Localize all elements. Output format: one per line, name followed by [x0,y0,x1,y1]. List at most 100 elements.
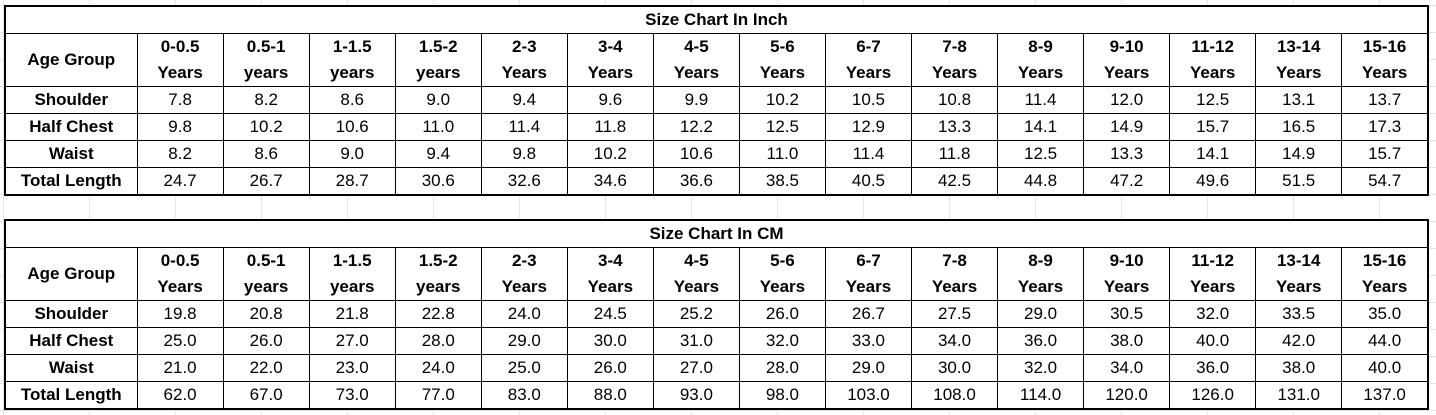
age-column-header: 7-8 Years [910,247,999,301]
age-range-label: 4-5 [684,251,709,270]
age-unit-label: Years [587,63,634,82]
measurement-value: 40.0 [1341,354,1429,382]
table-row: Waist 21.0 22.0 23.0 24.0 25.0 26.0 27.0 28.0 29.… [4,354,1429,382]
age-range-label: 9-10 [1109,251,1144,270]
age-column-header: 3-4 Years [566,33,654,87]
age-range-label: 1.5-2 [418,251,458,270]
measurement-value: 14.9 [1083,113,1171,141]
measurement-value: 9.8 [480,140,568,168]
measurement-value: 11.8 [566,113,654,141]
measurement-value: 36.6 [652,167,740,196]
age-unit-label: Years [501,63,547,82]
table-title: Size Chart In Inch [4,5,1429,34]
measurement-value: 13.7 [1341,86,1429,114]
measurement-value: 11.8 [910,140,999,168]
measurement-value: 38.5 [738,167,826,196]
measurement-value: 32.0 [1169,300,1257,328]
measurement-value: 17.3 [1341,113,1429,141]
measurement-value: 47.2 [1083,167,1171,196]
measurement-value: 42.0 [1255,327,1343,355]
age-unit-label: Years [1276,63,1322,82]
measurement-value: 28.0 [394,327,482,355]
measurement-label: Half Chest [4,327,138,355]
measurement-value: 34.0 [910,327,999,355]
measurement-value: 21.8 [308,300,396,328]
measurement-value: 114.0 [997,381,1085,410]
measurement-value: 67.0 [222,381,310,410]
measurement-value: 54.7 [1341,167,1429,196]
measurement-value: 30.5 [1083,300,1171,328]
age-column-header: 1.5-2 years [394,247,482,301]
age-column-header: 0-0.5 Years [136,247,224,301]
age-range-label: 6-7 [856,37,881,56]
measurement-value: 20.8 [222,300,310,328]
measurement-value: 77.0 [394,381,482,410]
measurement-value: 19.8 [136,300,224,328]
measurement-value: 30.0 [566,327,654,355]
measurement-value: 26.0 [738,300,826,328]
measurement-value: 8.6 [222,140,310,168]
age-unit-label: years [416,63,461,82]
measurement-value: 11.4 [997,86,1085,114]
age-unit-label: Years [1189,63,1236,82]
measurement-label: Waist [4,354,138,382]
measurement-value: 10.6 [652,140,740,168]
age-unit-label: years [329,277,375,296]
measurement-value: 8.6 [308,86,396,114]
age-range-label: 0.5-1 [246,251,286,270]
table-row: Shoulder 7.8 8.2 8.6 9.0 9.4 9.6 9.9 10.2 10.5 10.… [4,86,1429,114]
age-unit-label: years [243,277,289,296]
age-unit-label: years [416,277,461,296]
age-unit-label: Years [1361,63,1408,82]
age-range-label: 8-9 [1028,251,1053,270]
table-title-row: Size Chart In Inch [4,5,1429,34]
measurement-value: 30.6 [394,167,482,196]
measurement-value: 32.0 [738,327,826,355]
age-column-header: 7-8 Years [910,33,999,87]
age-column-header: 15-16 Years [1341,247,1429,301]
age-unit-label: Years [1361,277,1408,296]
table-title-row: Size Chart In CM [4,219,1429,248]
age-range-label: 11-12 [1191,37,1234,56]
age-column-header: 11-12 Years [1169,33,1257,87]
measurement-value: 28.7 [308,167,396,196]
measurement-value: 26.7 [222,167,310,196]
measurement-value: 26.0 [566,354,654,382]
age-column-header: 13-14 Years [1255,33,1343,87]
measurement-value: 11.4 [480,113,568,141]
measurement-value: 42.5 [910,167,999,196]
measurement-value: 35.0 [1341,300,1429,328]
age-unit-label: Years [1276,277,1322,296]
table-row: Waist 8.2 8.6 9.0 9.4 9.8 10.2 10.6 11.0 11.4 11.8… [4,140,1429,168]
age-group-header: Age Group [4,247,138,301]
measurement-value: 30.0 [910,354,999,382]
measurement-value: 73.0 [308,381,396,410]
measurement-value: 51.5 [1255,167,1343,196]
measurement-value: 103.0 [824,381,913,410]
age-column-header: 9-10 Years [1083,33,1171,87]
measurement-value: 9.9 [652,86,740,114]
age-range-label: 0-0.5 [160,251,200,270]
measurement-value: 13.3 [1083,140,1171,168]
measurement-value: 8.2 [222,86,310,114]
measurement-label: Shoulder [4,86,138,114]
measurement-value: 93.0 [652,381,740,410]
measurement-value: 33.5 [1255,300,1343,328]
measurement-value: 24.0 [394,354,482,382]
age-unit-label: Years [157,63,203,82]
measurement-value: 32.0 [997,354,1085,382]
measurement-value: 12.0 [1083,86,1171,114]
measurement-value: 24.7 [136,167,224,196]
measurement-label: Total Length [4,381,138,410]
measurement-value: 8.2 [136,140,224,168]
age-range-label: 13-14 [1276,37,1321,56]
table-row: Total Length 24.7 26.7 28.7 30.6 32.6 34.6 36.6… [4,167,1429,196]
table-row: Half Chest 25.0 26.0 27.0 28.0 29.0 30.0 31.0 32… [4,327,1429,355]
measurement-value: 26.0 [222,327,310,355]
age-unit-label: Years [1103,63,1150,82]
measurement-value: 10.2 [738,86,826,114]
age-range-label: 1-1.5 [332,37,372,56]
age-unit-label: Years [759,63,806,82]
age-unit-label: years [243,63,289,82]
measurement-value: 24.5 [566,300,654,328]
